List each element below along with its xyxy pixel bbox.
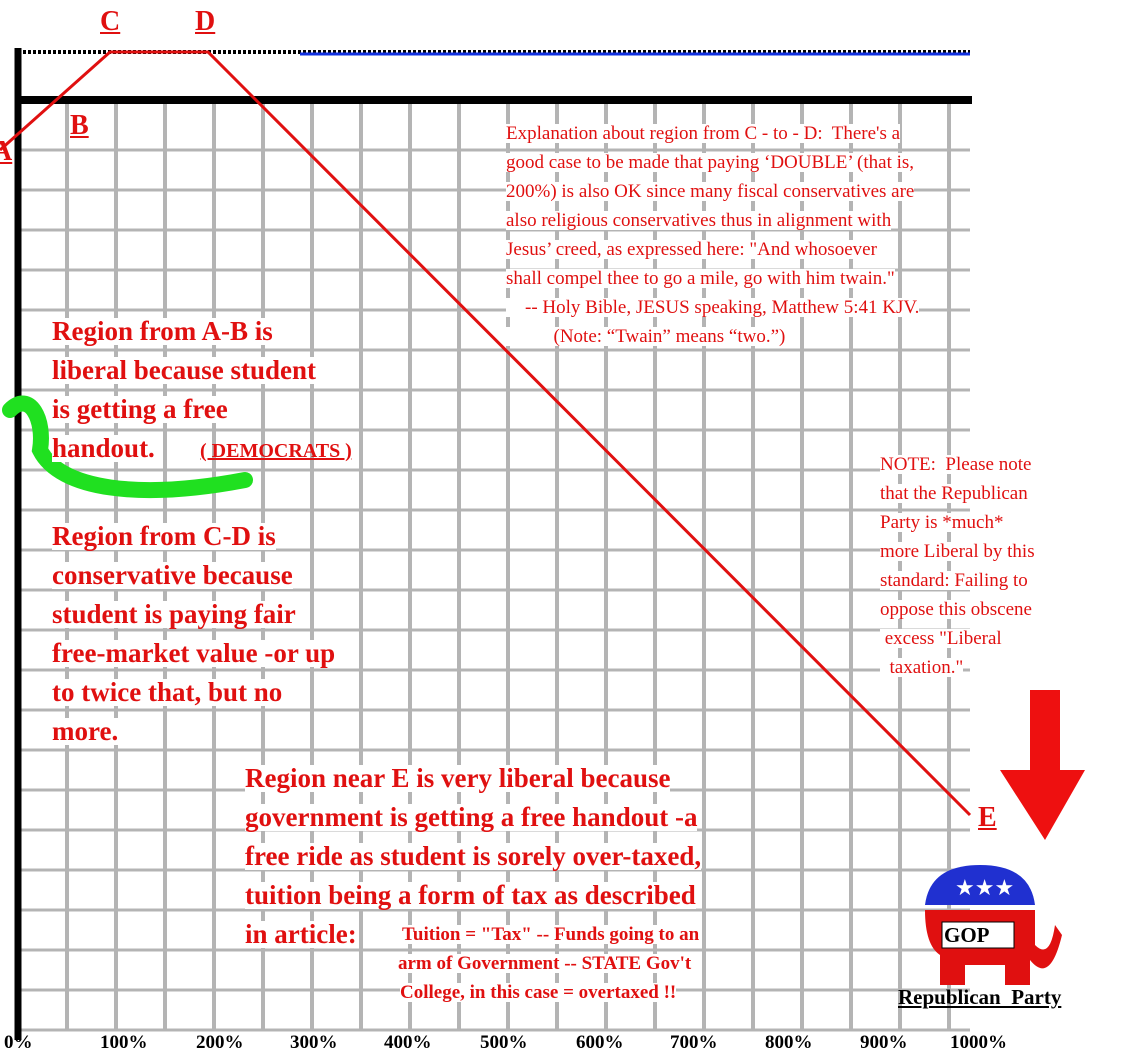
gop-badge: GOP (944, 925, 990, 946)
region-cd-line: to twice that, but no (52, 679, 282, 706)
x-axis-label: 100% (100, 1033, 148, 1052)
note-line: that the Republican (880, 484, 1028, 503)
region-ab-line: liberal because student (52, 357, 316, 384)
x-axis-label: 200% (196, 1033, 244, 1052)
explanation-line: -- Holy Bible, JESUS speaking, Matthew 5… (506, 298, 919, 317)
explanation-line: shall compel thee to go a mile, go with … (506, 269, 895, 288)
x-axis-label: 900% (860, 1033, 908, 1052)
red-arrow (1000, 690, 1085, 840)
x-axis-label: 400% (384, 1033, 432, 1052)
point-label: D (195, 8, 215, 36)
explanation-line: also religious conservatives thus in ali… (506, 211, 891, 230)
x-axis-label: 1000% (950, 1033, 1007, 1052)
page: ★★★ GOP Republican Party A B C D E Explanatio… (0, 0, 1143, 1057)
explanation-line: Explanation about region from C - to - D… (506, 124, 900, 143)
region-ab-line: Region from A-B is (52, 318, 273, 345)
logo-caption: Republican Party (898, 987, 1061, 1008)
x-axis-label: 300% (290, 1033, 338, 1052)
region-e-line: tuition being a form of tax as described (245, 882, 696, 909)
explanation-line: good case to be made that paying ‘DOUBLE… (506, 153, 914, 172)
region-cd-line: Region from C-D is (52, 523, 276, 550)
note-line: Party is *much* (880, 513, 1004, 532)
elephant-stars: ★★★ (955, 876, 1014, 901)
region-e-line: free ride as student is sorely over-taxe… (245, 843, 701, 870)
x-axis-label: 600% (576, 1033, 624, 1052)
point-label: E (978, 804, 997, 832)
region-cd-line: free-market value -or up (52, 640, 335, 667)
region-e-line: in article: (245, 921, 357, 948)
note-line: taxation." (880, 658, 963, 677)
point-label: C (100, 8, 120, 36)
explanation-line: (Note: “Twain” means “two.”) (506, 327, 785, 346)
region-e-line: Region near E is very liberal because (245, 765, 670, 792)
note-line: standard: Failing to (880, 571, 1028, 590)
note-line: NOTE: Please note (880, 455, 1031, 474)
note-line: oppose this obscene (880, 600, 1032, 619)
tuition-line: Tuition = "Tax" -- Funds going to an (402, 925, 699, 944)
x-axis-label: 700% (670, 1033, 718, 1052)
point-label: B (70, 112, 89, 140)
region-ab-line: handout. (52, 435, 155, 462)
tuition-line: College, in this case = overtaxed !! (400, 983, 676, 1002)
explanation-line: Jesus’ creed, as expressed here: "And wh… (506, 240, 877, 259)
region-cd-line: student is paying fair (52, 601, 296, 628)
region-cd-line: conservative because (52, 562, 293, 589)
x-axis-label: 0% (4, 1033, 33, 1052)
x-axis-label: 500% (480, 1033, 528, 1052)
explanation-line: 200%) is also OK since many fiscal conse… (506, 182, 914, 201)
note-line: excess "Liberal (880, 629, 1002, 648)
region-e-line: government is getting a free handout -a (245, 804, 697, 831)
x-axis-label: 800% (765, 1033, 813, 1052)
democrats-tag: ( DEMOCRATS ) (200, 441, 352, 461)
tuition-line: arm of Government -- STATE Gov't (398, 954, 691, 973)
point-label: A (0, 138, 12, 166)
region-ab-line: is getting a free (52, 396, 228, 423)
region-cd-line: more. (52, 718, 118, 745)
note-line: more Liberal by this (880, 542, 1035, 561)
